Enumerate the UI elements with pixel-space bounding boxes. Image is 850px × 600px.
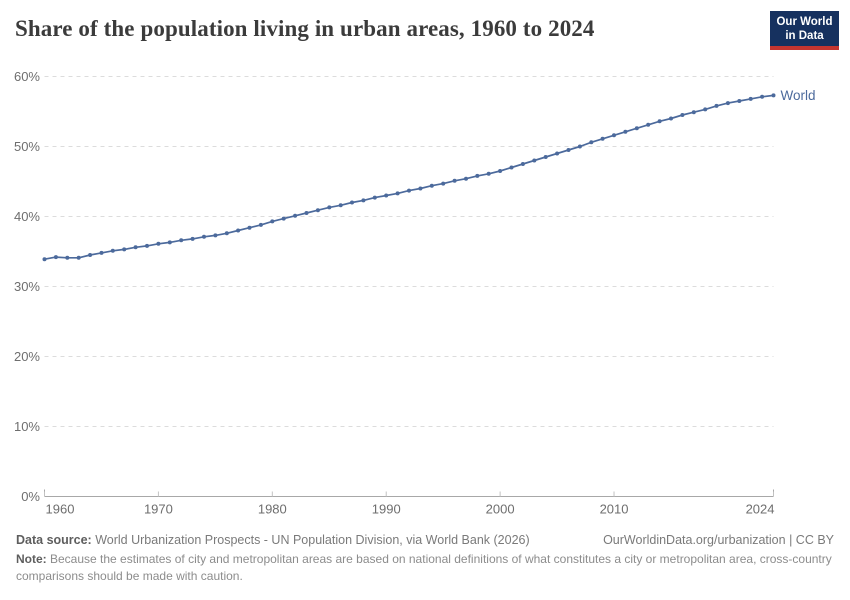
citation: OurWorldinData.org/urbanization | CC BY (603, 532, 834, 549)
x-tick-label: 1980 (258, 502, 287, 517)
data-point[interactable] (748, 96, 753, 101)
data-point[interactable] (213, 233, 218, 238)
data-point[interactable] (361, 198, 366, 203)
data-point[interactable] (429, 183, 434, 188)
data-point[interactable] (566, 148, 571, 152)
data-point[interactable] (99, 250, 104, 255)
y-tick-label: 30% (14, 279, 40, 294)
data-point[interactable] (441, 181, 446, 186)
y-tick-label: 40% (14, 209, 40, 224)
owid-logo-line2: in Data (785, 30, 824, 42)
data-point[interactable] (145, 243, 149, 248)
data-point[interactable] (247, 225, 252, 230)
data-point[interactable] (76, 255, 81, 260)
data-source-label: Data source: (16, 533, 92, 547)
data-point[interactable] (612, 133, 616, 138)
data-point[interactable] (771, 93, 776, 98)
data-point[interactable] (65, 255, 70, 260)
data-point[interactable] (646, 122, 651, 127)
world-series-line[interactable] (43, 94, 775, 261)
data-point[interactable] (543, 155, 548, 159)
data-point[interactable] (327, 205, 332, 210)
license-label: CC BY (795, 533, 834, 547)
citation-separator: | (785, 533, 796, 547)
data-point[interactable] (464, 176, 468, 181)
data-point[interactable] (281, 216, 286, 221)
y-tick-label: 10% (14, 419, 40, 434)
chart-footer: Data source: World Urbanization Prospect… (16, 532, 834, 584)
y-tick-label: 0% (21, 489, 40, 504)
x-tick-label: 2024 (746, 502, 775, 517)
owid-logo[interactable]: Our World in Data (770, 11, 839, 50)
y-tick-label: 20% (14, 349, 40, 364)
data-point[interactable] (669, 116, 673, 121)
data-point[interactable] (395, 191, 400, 196)
note-label: Note: (16, 552, 47, 566)
y-tick-label: 50% (14, 139, 40, 154)
data-point[interactable] (372, 195, 377, 200)
x-tick-label: 2010 (600, 502, 629, 517)
data-point[interactable] (202, 234, 206, 239)
data-point[interactable] (634, 126, 639, 131)
data-point[interactable] (338, 203, 343, 208)
data-point[interactable] (315, 208, 320, 213)
data-point[interactable] (623, 129, 628, 134)
x-tick-label: 1990 (372, 502, 401, 517)
data-point[interactable] (589, 140, 594, 145)
data-point[interactable] (418, 186, 423, 191)
data-point[interactable] (600, 136, 605, 141)
data-point[interactable] (224, 231, 229, 236)
y-tick-label: 60% (14, 69, 40, 84)
data-point[interactable] (110, 248, 115, 253)
data-point[interactable] (691, 110, 696, 115)
data-point[interactable] (725, 101, 730, 106)
series-label[interactable]: World (781, 88, 816, 103)
data-point[interactable] (236, 228, 241, 233)
data-point[interactable] (258, 222, 263, 227)
data-point[interactable] (498, 169, 503, 173)
data-point[interactable] (122, 247, 127, 252)
citation-link[interactable]: OurWorldinData.org/urbanization (603, 533, 786, 547)
data-source: Data source: World Urbanization Prospect… (16, 532, 530, 549)
owid-logo-line1: Our World (776, 16, 833, 28)
data-point[interactable] (293, 213, 298, 218)
data-point[interactable] (760, 94, 765, 99)
note-text: Because the estimates of city and metrop… (16, 552, 832, 583)
note-row: Note: Because the estimates of city and … (16, 551, 834, 584)
x-tick-label: 2000 (486, 502, 515, 517)
data-point[interactable] (737, 99, 742, 103)
data-point[interactable] (350, 200, 354, 205)
data-point[interactable] (88, 253, 93, 257)
data-point[interactable] (657, 119, 662, 124)
data-point[interactable] (520, 162, 525, 166)
data-point[interactable] (179, 238, 184, 243)
data-point[interactable] (407, 188, 411, 193)
line-chart[interactable]: 0% 10% 20% 30% 40% 50% 60% 1960 1970 1980 1990 2000… (0, 55, 850, 520)
data-point[interactable] (714, 103, 719, 108)
data-point[interactable] (156, 241, 161, 246)
data-point[interactable] (532, 158, 537, 163)
data-point[interactable] (555, 151, 560, 156)
data-point[interactable] (133, 245, 138, 250)
x-tick-label: 1960 (46, 502, 75, 517)
source-row: Data source: World Urbanization Prospect… (16, 532, 834, 549)
data-point[interactable] (270, 219, 275, 224)
data-point[interactable] (167, 240, 172, 245)
data-point[interactable] (384, 193, 389, 198)
data-point[interactable] (304, 211, 309, 215)
data-point[interactable] (452, 178, 457, 183)
data-point[interactable] (486, 171, 491, 176)
data-point[interactable] (42, 257, 47, 262)
data-point[interactable] (509, 165, 514, 170)
data-source-text: World Urbanization Prospects - UN Popula… (91, 533, 530, 547)
data-point[interactable] (703, 107, 708, 112)
data-point[interactable] (475, 173, 480, 178)
data-point[interactable] (680, 113, 685, 117)
data-point[interactable] (190, 236, 195, 241)
chart-title: Share of the population living in urban … (15, 16, 595, 41)
data-point[interactable] (577, 144, 582, 149)
data-point[interactable] (53, 255, 58, 260)
x-tick-label: 1970 (144, 502, 173, 517)
